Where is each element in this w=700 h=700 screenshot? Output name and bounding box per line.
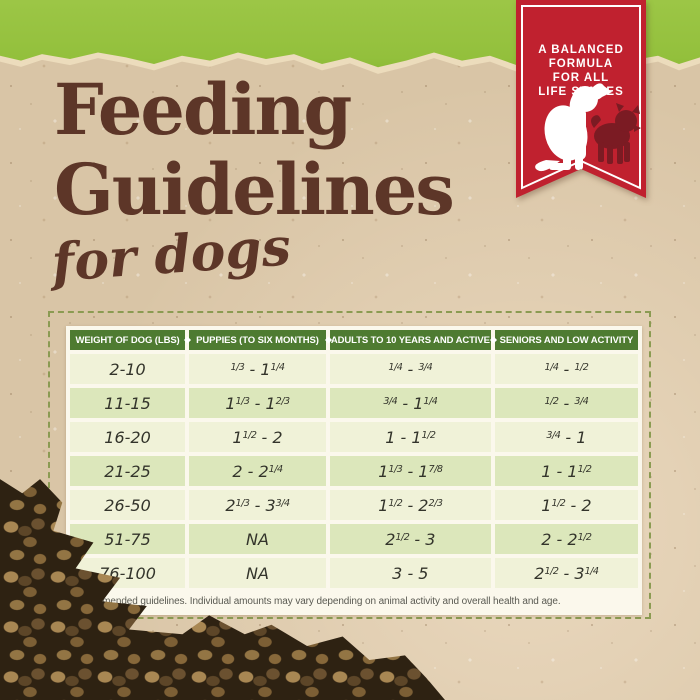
table-row: 26-50 21/3 - 33/4 11/2 - 22/3 11/2 - 2 [70, 490, 638, 520]
table-cell: 11/2 - 22/3 [329, 490, 491, 520]
ribbon-line-2: FORMULA [549, 58, 614, 70]
table-cell: 1/4 - 1/2 [494, 354, 638, 384]
ribbon-line-1: A BALANCED [538, 44, 624, 56]
table-cell: 2 - 21/2 [494, 524, 638, 554]
table-cell: 21/2 - 3 [329, 524, 491, 554]
table-row: 21-25 2 - 21/4 11/3 - 17/8 1 - 11/2 [70, 456, 638, 486]
table-cell: 26-50 [70, 490, 186, 520]
table-row: 11-15 11/3 - 12/3 3/4 - 11/4 1/2 - 3/4 [70, 388, 638, 418]
column-header: SENIORS AND LOW ACTIVITY [494, 330, 638, 350]
table-cell: 3 - 5 [329, 558, 491, 588]
feeding-table-sheet: WEIGHT OF DOG (LBS) PUPPIES (TO SIX MONTH… [66, 326, 642, 615]
table-cell: NA [189, 524, 326, 554]
ribbon-inner-border [521, 5, 641, 190]
table-cell: 2 - 21/4 [189, 456, 326, 486]
ribbon-graphic: A BALANCED FORMULA FOR ALL LIFE STAGES [516, 0, 646, 198]
title-block: Feeding Guidelines for dogs [50, 68, 455, 294]
table-cell: 1 - 11/2 [329, 422, 491, 452]
life-stages-ribbon-badge: A BALANCED FORMULA FOR ALL LIFE STAGES [516, 0, 646, 198]
table-cell: 11/3 - 12/3 [189, 388, 326, 418]
puppy-silhouette-icon [591, 103, 641, 164]
table-cell: 1/3 - 11/4 [189, 354, 326, 384]
table-cell: 2-10 [70, 354, 186, 384]
page-title-line-1: Feeding [54, 68, 352, 151]
table-cell: 11/3 - 17/8 [329, 456, 491, 486]
adult-dog-silhouette-icon [535, 83, 612, 172]
table-cell: 1/4 - 3/4 [329, 354, 491, 384]
table-header-row: WEIGHT OF DOG (LBS) PUPPIES (TO SIX MONTH… [70, 330, 638, 350]
footnote: Recommended guidelines. Individual amoun… [71, 596, 561, 607]
column-header: ADULTS TO 10 YEARS AND ACTIVE [329, 330, 497, 350]
table-row: 76-100 NA 3 - 5 21/2 - 31/4 [70, 558, 638, 588]
column-header: PUPPIES (TO SIX MONTHS) [189, 330, 332, 350]
ribbon-line-3: FOR ALL [553, 72, 609, 84]
table-cell: 1/2 - 3/4 [494, 388, 638, 418]
table-cell: 51-75 [70, 524, 186, 554]
table-row: 2-10 1/3 - 11/4 1/4 - 3/4 1/4 - 1/2 [70, 354, 638, 384]
table-cell: 11/2 - 2 [494, 490, 638, 520]
page-title-line-2: Guidelines [54, 148, 455, 231]
table-cell: NA [189, 558, 326, 588]
dashed-frame [48, 311, 651, 619]
table-cell: 21/2 - 31/4 [494, 558, 638, 588]
column-header: WEIGHT OF DOG (LBS) [70, 330, 192, 350]
feeding-guidelines-table: WEIGHT OF DOG (LBS) PUPPIES (TO SIX MONTH… [66, 326, 642, 592]
table-cell: 11-15 [70, 388, 186, 418]
table-cell: 21-25 [70, 456, 186, 486]
table-cell: 3/4 - 1 [494, 422, 638, 452]
table-cell: 11/2 - 2 [189, 422, 326, 452]
table-cell: 1 - 11/2 [494, 456, 638, 486]
table-cell: 3/4 - 11/4 [329, 388, 491, 418]
table-cell: 16-20 [70, 422, 186, 452]
table-cell: 21/3 - 33/4 [189, 490, 326, 520]
